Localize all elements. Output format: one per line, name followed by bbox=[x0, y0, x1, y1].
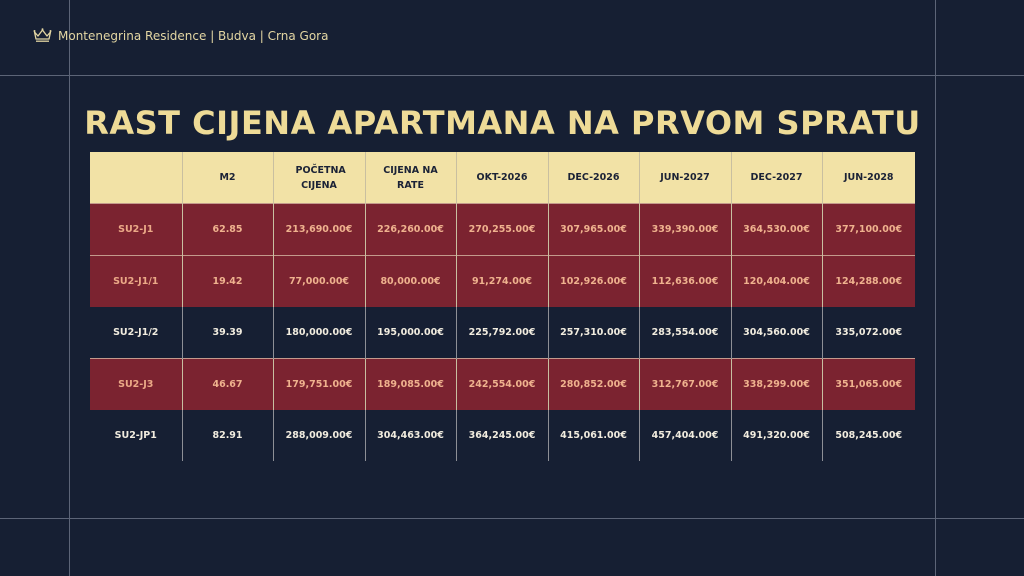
table-row: SU2-J1 62.85 213,690.00€ 226,260.00€ 270… bbox=[90, 203, 915, 256]
header-cell-dec-2026: DEC-2026 bbox=[547, 152, 639, 204]
price-cell: 270,255.00€ bbox=[455, 203, 548, 256]
price-cell: 335,072.00€ bbox=[821, 307, 915, 359]
price-cell: 351,065.00€ bbox=[821, 358, 915, 410]
price-cell: 364,245.00€ bbox=[455, 410, 548, 461]
brand-header: Montenegrina Residence | Budva | Crna Go… bbox=[33, 28, 328, 43]
price-cell: 213,690.00€ bbox=[272, 203, 365, 256]
table-row: SU2-J1/2 39.39 180,000.00€ 195,000.00€ 2… bbox=[90, 307, 915, 359]
page-title: RAST CIJENA APARTMANA NA PRVOM SPRATU bbox=[84, 104, 921, 142]
price-cell: 179,751.00€ bbox=[272, 358, 365, 410]
header-cell-jun-2028: JUN-2028 bbox=[821, 152, 915, 204]
price-cell: 415,061.00€ bbox=[547, 410, 639, 461]
price-cell: 338,299.00€ bbox=[730, 358, 822, 410]
unit-cell: SU2-J3 bbox=[90, 358, 182, 410]
price-cell: 288,009.00€ bbox=[272, 410, 365, 461]
header-cell-dec-2027: DEC-2027 bbox=[730, 152, 822, 204]
unit-cell: SU2-J1/1 bbox=[90, 255, 182, 307]
price-cell: 457,404.00€ bbox=[638, 410, 731, 461]
price-cell: 225,792.00€ bbox=[455, 307, 548, 359]
table-row: SU2-J3 46.67 179,751.00€ 189,085.00€ 242… bbox=[90, 358, 915, 410]
price-cell: 280,852.00€ bbox=[547, 358, 639, 410]
price-cell: 91,274.00€ bbox=[455, 255, 548, 307]
top-guide-line bbox=[0, 75, 1024, 76]
unit-cell: SU2-J1/2 bbox=[90, 307, 182, 359]
area-cell: 46.67 bbox=[181, 358, 273, 410]
header-cell-installment-price: CIJENA NA RATE bbox=[364, 152, 456, 204]
price-cell: 124,288.00€ bbox=[821, 255, 915, 307]
price-cell: 180,000.00€ bbox=[272, 307, 365, 359]
price-cell: 312,767.00€ bbox=[638, 358, 731, 410]
price-cell: 80,000.00€ bbox=[364, 255, 456, 307]
header-cell-m2: M2 bbox=[181, 152, 273, 204]
table-row: SU2-J1/1 19.42 77,000.00€ 80,000.00€ 91,… bbox=[90, 255, 915, 307]
price-cell: 120,404.00€ bbox=[730, 255, 822, 307]
right-guide-line bbox=[935, 0, 936, 576]
header-cell-initial-price: POČETNA CIJENA bbox=[272, 152, 365, 204]
table-header-row: M2 POČETNA CIJENA CIJENA NA RATE OKT-202… bbox=[90, 152, 915, 204]
header-cell-jun-2027: JUN-2027 bbox=[638, 152, 731, 204]
bottom-guide-line bbox=[0, 518, 1024, 519]
unit-cell: SU2-J1 bbox=[90, 203, 182, 256]
price-cell: 364,530.00€ bbox=[730, 203, 822, 256]
price-cell: 339,390.00€ bbox=[638, 203, 731, 256]
header-cell-unit bbox=[90, 152, 182, 204]
price-cell: 491,320.00€ bbox=[730, 410, 822, 461]
crown-icon bbox=[33, 28, 52, 43]
price-cell: 226,260.00€ bbox=[364, 203, 456, 256]
price-cell: 102,926.00€ bbox=[547, 255, 639, 307]
price-cell: 242,554.00€ bbox=[455, 358, 548, 410]
price-cell: 307,965.00€ bbox=[547, 203, 639, 256]
table-row: SU2-JP1 82.91 288,009.00€ 304,463.00€ 36… bbox=[90, 410, 915, 461]
area-cell: 39.39 bbox=[181, 307, 273, 359]
price-cell: 508,245.00€ bbox=[821, 410, 915, 461]
area-cell: 82.91 bbox=[181, 410, 273, 461]
price-cell: 377,100.00€ bbox=[821, 203, 915, 256]
price-cell: 195,000.00€ bbox=[364, 307, 456, 359]
area-cell: 19.42 bbox=[181, 255, 273, 307]
price-table: M2 POČETNA CIJENA CIJENA NA RATE OKT-202… bbox=[90, 152, 915, 461]
left-guide-line bbox=[69, 0, 70, 576]
header-cell-okt-2026: OKT-2026 bbox=[455, 152, 548, 204]
price-cell: 257,310.00€ bbox=[547, 307, 639, 359]
price-cell: 189,085.00€ bbox=[364, 358, 456, 410]
price-cell: 77,000.00€ bbox=[272, 255, 365, 307]
area-cell: 62.85 bbox=[181, 203, 273, 256]
price-cell: 304,560.00€ bbox=[730, 307, 822, 359]
unit-cell: SU2-JP1 bbox=[90, 410, 182, 461]
price-cell: 304,463.00€ bbox=[364, 410, 456, 461]
brand-text: Montenegrina Residence | Budva | Crna Go… bbox=[58, 28, 329, 43]
price-cell: 112,636.00€ bbox=[638, 255, 731, 307]
price-cell: 283,554.00€ bbox=[638, 307, 731, 359]
